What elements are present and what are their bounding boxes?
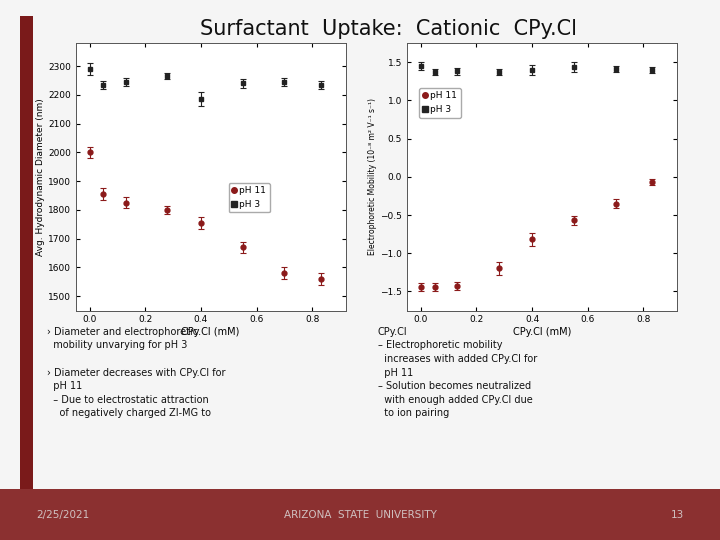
Text: CPy.Cl
– Electrophoretic mobility
  increases with added CPy.Cl for
  pH 11
– So: CPy.Cl – Electrophoretic mobility increa… — [378, 327, 537, 418]
Text: Surfactant  Uptake:  Cationic  CPy.Cl: Surfactant Uptake: Cationic CPy.Cl — [200, 19, 577, 39]
Text: › Diameter and electrophoretic
  mobility unvarying for pH 3

› Diameter decreas: › Diameter and electrophoretic mobility … — [47, 327, 225, 418]
Text: 13: 13 — [671, 510, 684, 519]
X-axis label: CPy.Cl (mM): CPy.Cl (mM) — [513, 327, 571, 337]
Legend: pH 11, pH 3: pH 11, pH 3 — [420, 88, 461, 118]
Y-axis label: Avg. Hydrodynamic Diameter (nm): Avg. Hydrodynamic Diameter (nm) — [36, 98, 45, 256]
Y-axis label: Electrophoretic Mobility (10⁻⁸ m² V⁻¹ s⁻¹): Electrophoretic Mobility (10⁻⁸ m² V⁻¹ s⁻… — [369, 98, 377, 255]
Text: 2/25/2021: 2/25/2021 — [36, 510, 89, 519]
Legend: pH 11, pH 3: pH 11, pH 3 — [229, 183, 270, 212]
Text: ARIZONA  STATE  UNIVERSITY: ARIZONA STATE UNIVERSITY — [284, 510, 436, 519]
X-axis label: CPy.Cl (mM): CPy.Cl (mM) — [181, 327, 240, 337]
